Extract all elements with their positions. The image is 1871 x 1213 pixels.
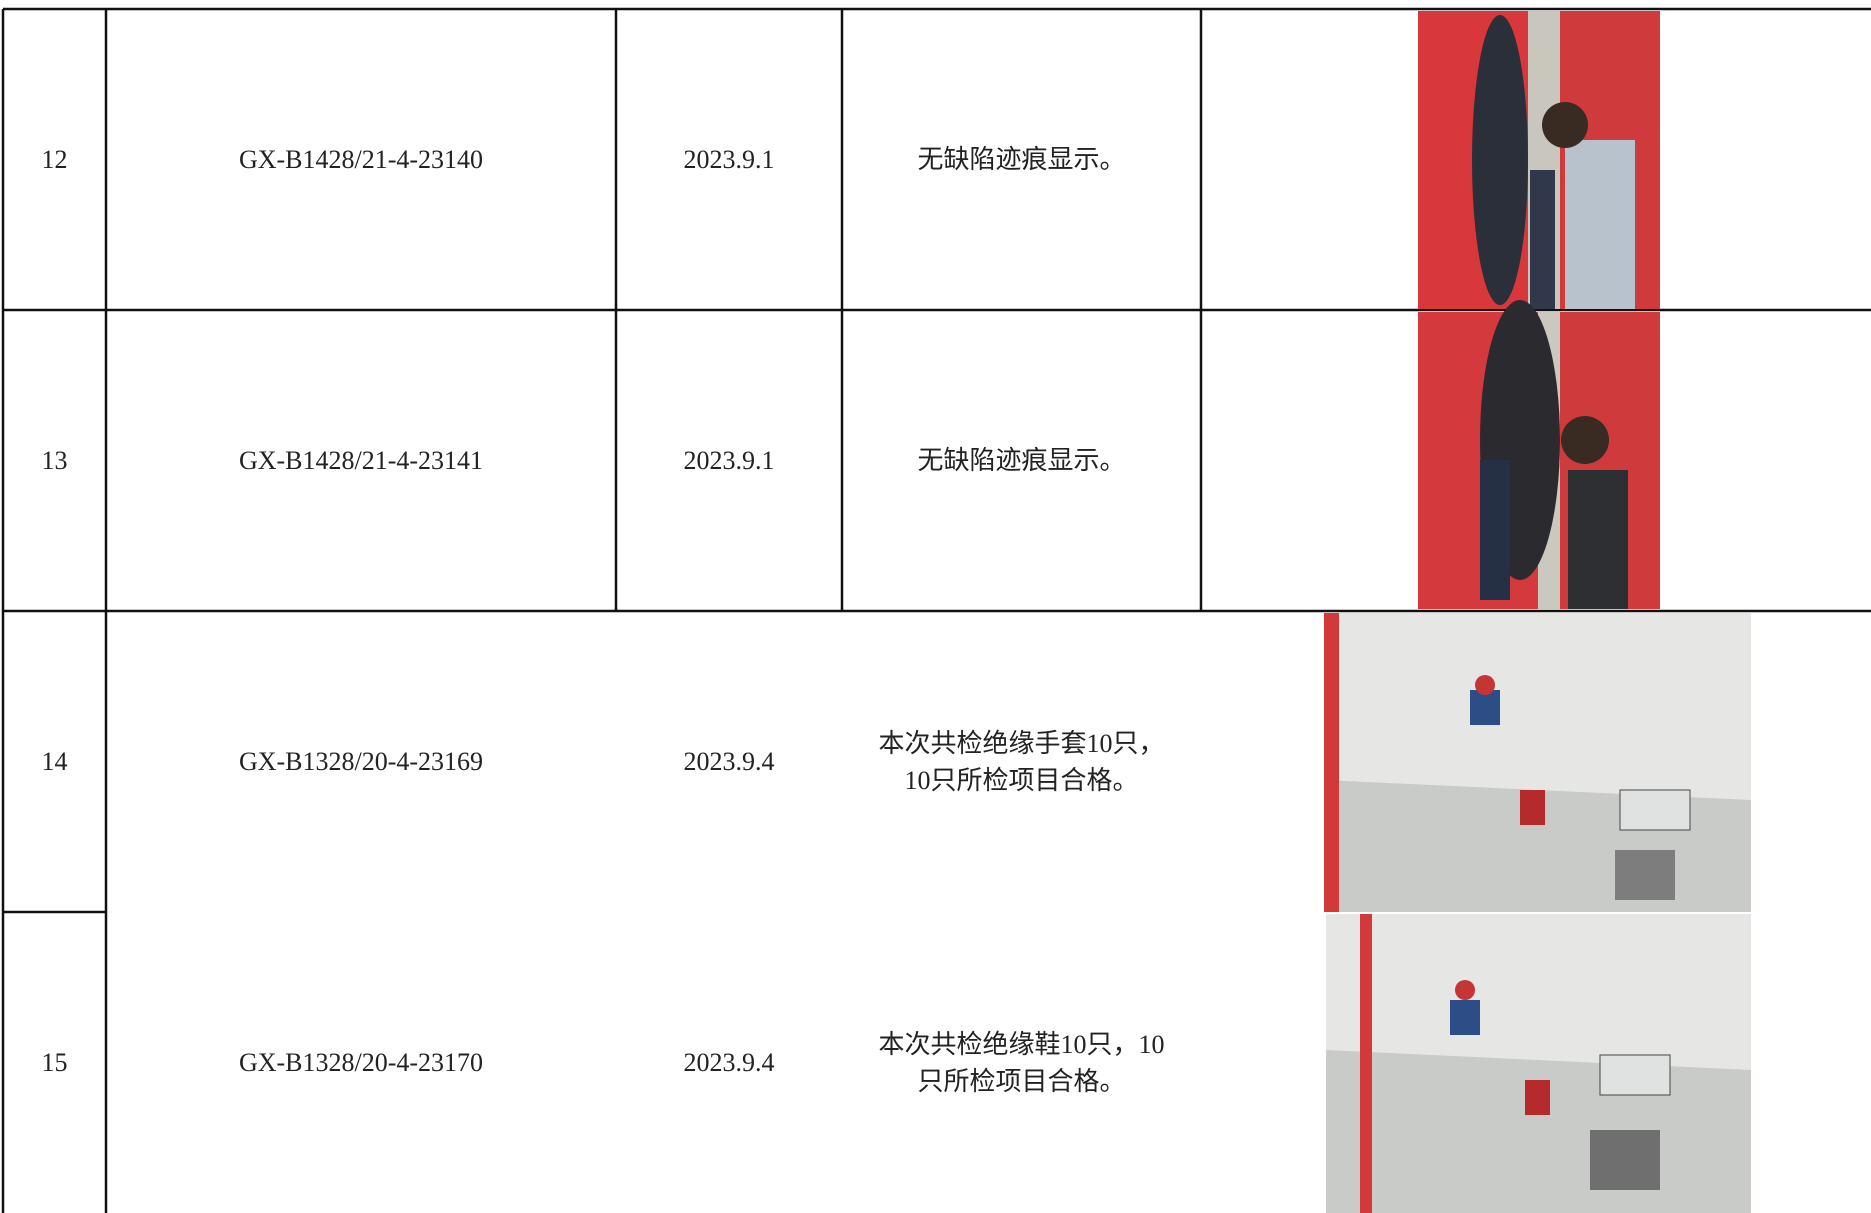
- text-line: 无缺陷迹痕显示。: [917, 446, 1126, 475]
- text-line: 无缺陷迹痕显示。: [917, 145, 1126, 174]
- photo: [1326, 914, 1751, 1213]
- photo: [1418, 11, 1660, 309]
- text-line: 本次共检绝缘手套10只，: [878, 728, 1165, 758]
- photo: [1418, 300, 1660, 609]
- text-line: 本次共检绝缘鞋10只，10: [878, 1029, 1165, 1059]
- code-cell: GX-B1328/20-4-23169: [238, 747, 484, 776]
- index-cell: 13: [41, 446, 68, 475]
- result-cell: 无缺陷迹痕显示。: [842, 9, 1201, 310]
- code-cell: GX-B1328/20-4-23170: [238, 1048, 484, 1077]
- date-cell: 2023.9.4: [683, 747, 775, 776]
- result-cell: 本次共检绝缘手套10只， 10只所检项目合格。: [842, 611, 1201, 912]
- result-cell: 本次共检绝缘鞋10只，10 只所检项目合格。: [842, 912, 1201, 1213]
- code-cell: GX-B1428/21-4-23140: [238, 145, 484, 174]
- code-cell: GX-B1428/21-4-23141: [238, 446, 484, 475]
- date-cell: 2023.9.1: [683, 446, 775, 475]
- date-cell: 2023.9.4: [683, 1048, 775, 1077]
- index-cell: 12: [41, 145, 68, 174]
- index-cell: 15: [41, 1048, 68, 1077]
- result-cell: 无缺陷迹痕显示。: [842, 310, 1201, 611]
- text-line: 只所检项目合格。: [917, 1066, 1126, 1096]
- text-line: 10只所检项目合格。: [904, 765, 1139, 795]
- date-cell: 2023.9.1: [683, 145, 775, 174]
- photo: [1324, 613, 1751, 912]
- table-lines: [1, 7, 1871, 1213]
- index-cell: 14: [41, 747, 68, 776]
